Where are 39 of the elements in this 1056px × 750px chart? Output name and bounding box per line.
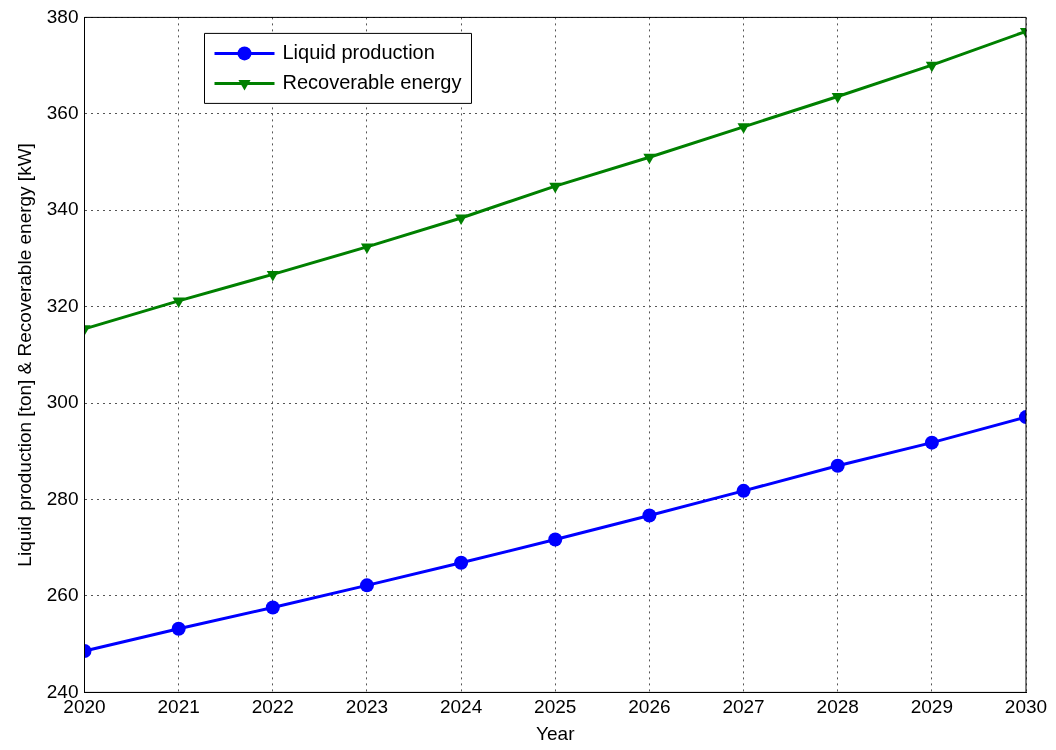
x-tick-label: 2030 — [1004, 696, 1048, 718]
point — [549, 182, 562, 194]
point — [172, 297, 185, 308]
x-tick-label: 2027 — [722, 696, 765, 718]
point — [643, 153, 656, 165]
x-tick-label: 2021 — [157, 696, 200, 718]
y-tick-label: 360 — [46, 102, 79, 124]
y-tick-label: 380 — [46, 5, 79, 27]
point — [925, 61, 938, 73]
legend-label: Liquid production — [282, 40, 435, 63]
x-axis-title: Year — [536, 722, 576, 744]
x-tick-label: 2025 — [534, 696, 577, 718]
y-tick-label: 320 — [46, 294, 79, 316]
x-tick-label: 2022 — [251, 696, 294, 718]
y-tick-label: 260 — [46, 584, 79, 606]
legend-label: Recoverable energy — [282, 70, 462, 93]
point — [548, 532, 563, 547]
x-tick-label: 2029 — [910, 696, 953, 718]
point — [360, 243, 374, 254]
point — [831, 92, 844, 104]
point — [455, 214, 468, 225]
point — [736, 483, 751, 498]
y-tick-label: 300 — [46, 391, 79, 413]
point — [737, 123, 750, 134]
point — [266, 270, 279, 282]
point — [265, 600, 280, 615]
point — [454, 555, 469, 570]
point — [359, 578, 374, 593]
point — [642, 508, 657, 523]
point — [171, 621, 186, 636]
y-tick-label: 280 — [46, 487, 79, 509]
x-tick-label: 2024 — [439, 696, 483, 718]
point — [830, 458, 845, 473]
point — [924, 435, 939, 450]
x-tick-label: 2028 — [816, 696, 859, 718]
y-tick-label: 340 — [46, 198, 79, 220]
x-tick-label: 2023 — [345, 696, 389, 718]
x-tick-label: 2026 — [628, 696, 671, 718]
y-axis-title: Liquid production [ton] & Recoverable energy [kW] — [13, 143, 35, 567]
